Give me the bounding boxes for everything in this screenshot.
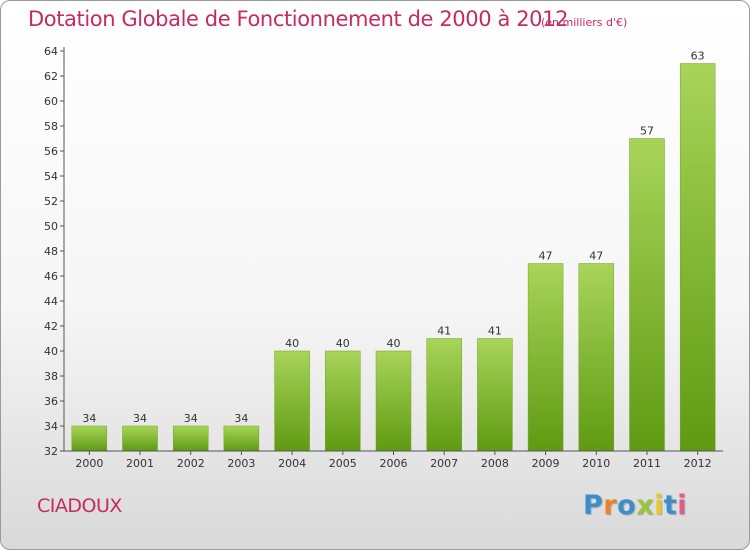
commune-name: CIADOUX bbox=[37, 495, 122, 517]
y-tick-label: 36 bbox=[44, 395, 58, 408]
bar-2009 bbox=[527, 263, 564, 452]
logo-letter: i bbox=[677, 490, 688, 521]
bar-value-label: 47 bbox=[539, 250, 553, 263]
x-tick-label: 2003 bbox=[227, 457, 255, 470]
logo-letter: i bbox=[654, 490, 664, 521]
bar-2004 bbox=[274, 350, 310, 452]
bar-value-label: 41 bbox=[488, 325, 502, 338]
bars: 34 34 34 34 40 40 40 41 41 47 47 57 63 bbox=[71, 50, 716, 452]
y-tick-label: 64 bbox=[44, 45, 58, 58]
y-tick-label: 38 bbox=[44, 370, 58, 383]
logo-letter: o bbox=[617, 490, 637, 521]
bar-2005 bbox=[325, 350, 361, 452]
x-tick-label: 2012 bbox=[684, 457, 712, 470]
bar-value-label: 34 bbox=[133, 412, 147, 425]
logo-letter: t bbox=[663, 490, 678, 521]
bar-value-label: 41 bbox=[437, 325, 451, 338]
x-tick-label: 2008 bbox=[481, 457, 509, 470]
bar-value-label: 40 bbox=[387, 337, 401, 350]
y-tick-label: 60 bbox=[44, 95, 58, 108]
bar-value-label: 57 bbox=[640, 125, 654, 138]
logo-letter: P bbox=[583, 490, 604, 521]
y-tick-label: 54 bbox=[44, 170, 58, 183]
bar-value-label: 40 bbox=[285, 337, 299, 350]
x-tick-label: 2000 bbox=[75, 457, 103, 470]
y-tick-label: 32 bbox=[44, 445, 58, 458]
bar-value-label: 40 bbox=[336, 337, 350, 350]
x-tick-label: 2001 bbox=[126, 457, 154, 470]
chart-title: Dotation Globale de Fonctionnement de 20… bbox=[28, 7, 569, 31]
y-tick-label: 62 bbox=[44, 70, 58, 83]
x-tick-label: 2002 bbox=[177, 457, 205, 470]
x-tick-label: 2009 bbox=[532, 457, 560, 470]
y-tick-label: 56 bbox=[44, 145, 58, 158]
bar-2008 bbox=[477, 338, 513, 452]
bar-value-label: 63 bbox=[691, 50, 705, 63]
bar-2010 bbox=[578, 263, 615, 452]
bar-2003 bbox=[223, 425, 260, 452]
bar-value-label: 47 bbox=[589, 250, 603, 263]
y-tick-label: 40 bbox=[44, 345, 58, 358]
x-tick-label: 2010 bbox=[582, 457, 610, 470]
logo-letter: r bbox=[603, 490, 618, 521]
x-tick-label: 2011 bbox=[633, 457, 661, 470]
y-tick-label: 50 bbox=[44, 220, 58, 233]
y-tick-label: 42 bbox=[44, 320, 58, 333]
bar-value-label: 34 bbox=[184, 412, 198, 425]
y-tick-label: 58 bbox=[44, 120, 58, 133]
y-tick-label: 34 bbox=[44, 420, 58, 433]
y-tick-label: 46 bbox=[44, 270, 58, 283]
proxiti-logo: Proxiti bbox=[583, 490, 687, 521]
bar-value-label: 34 bbox=[82, 412, 96, 425]
x-tick-label: 2007 bbox=[430, 457, 458, 470]
bar-value-label: 34 bbox=[234, 412, 248, 425]
bar-2007 bbox=[426, 338, 462, 452]
bar-2006 bbox=[375, 350, 412, 452]
x-axis: 2000 2001 2002 2003 2004 2005 2006 2007 2008 2009… bbox=[64, 450, 723, 470]
y-tick-label: 48 bbox=[44, 245, 58, 258]
y-tick-label: 44 bbox=[44, 295, 58, 308]
y-axis: 32 34 36 38 40 42 44 46 48 50 52 54 56 58 60 62 64 bbox=[44, 45, 65, 458]
bar-2011 bbox=[629, 138, 665, 452]
y-tick-label: 52 bbox=[44, 195, 58, 208]
bar-2000 bbox=[71, 425, 108, 452]
x-tick-label: 2005 bbox=[329, 457, 357, 470]
bar-2002 bbox=[172, 425, 209, 452]
bar-2001 bbox=[122, 425, 158, 452]
x-tick-label: 2004 bbox=[278, 457, 306, 470]
chart-subtitle: (en milliers d'€) bbox=[541, 16, 628, 29]
x-tick-label: 2006 bbox=[380, 457, 408, 470]
bar-2012 bbox=[679, 63, 716, 452]
logo-letter: x bbox=[636, 490, 655, 521]
